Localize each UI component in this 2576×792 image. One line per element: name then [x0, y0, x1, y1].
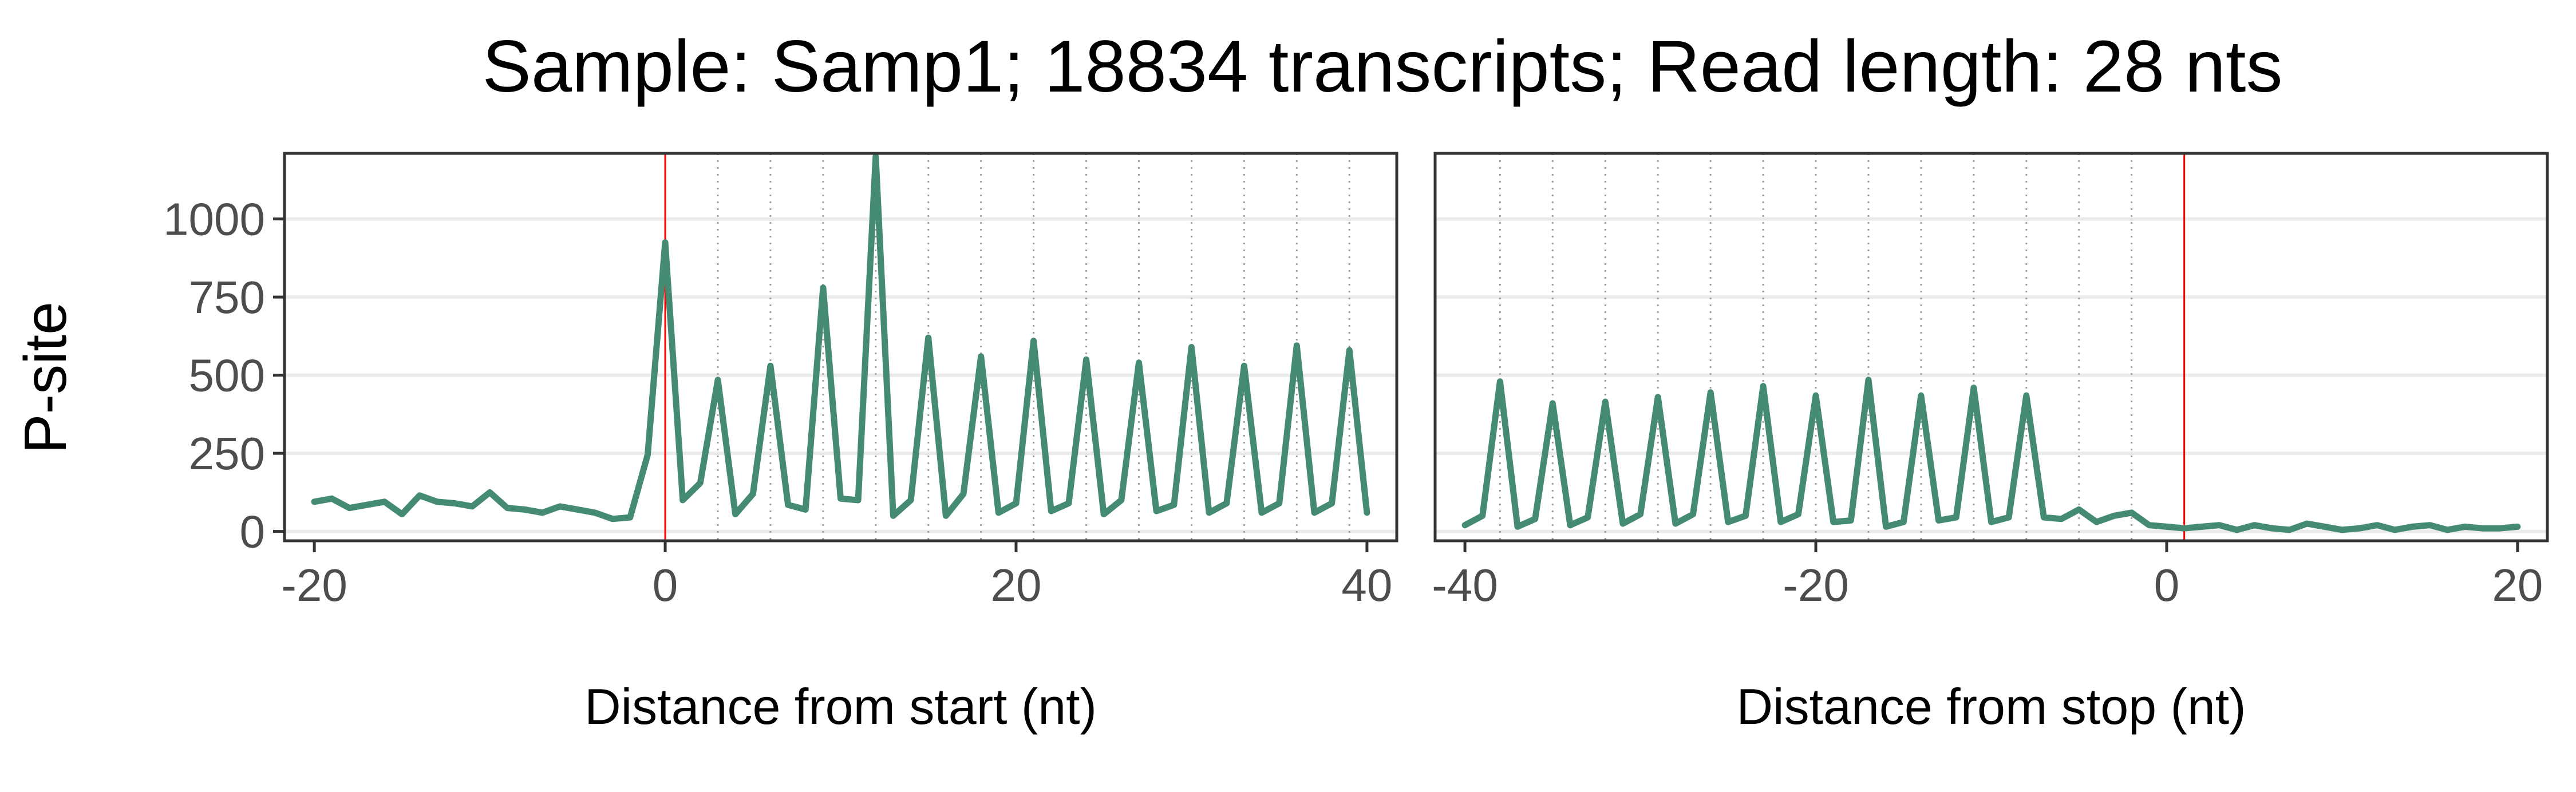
panel-stop: -40 -20 0 20 Distance from stop (nt) [1432, 152, 2549, 735]
panel-start: 0 250 500 750 1000 -20 0 20 40 Distance from star… [163, 152, 1398, 735]
x-tick-label: -20 [281, 560, 347, 611]
y-tick-label: 750 [189, 272, 265, 323]
x-tick-label: 20 [2492, 560, 2543, 611]
x-tick-label: 40 [1341, 560, 1392, 611]
x-tick-label: 0 [2154, 560, 2180, 611]
panel-frame [283, 152, 1398, 542]
series-line [311, 153, 1370, 522]
x-tick-label: -20 [1783, 560, 1849, 611]
chart-title: Sample: Samp1; 18834 transcripts; Read l… [483, 26, 2283, 108]
x-axis-label: Distance from stop (nt) [1736, 678, 2246, 735]
panel-frame [1433, 152, 2549, 542]
y-tick-label: 1000 [163, 194, 265, 245]
x-tick-label: 20 [990, 560, 1041, 611]
x-tick-label: 0 [653, 560, 678, 611]
y-tick-label: 250 [189, 428, 265, 479]
y-axis-label: P-site [13, 302, 79, 454]
series-line [1461, 377, 2521, 533]
y-tick-label: 500 [189, 350, 265, 401]
x-axis-label: Distance from start (nt) [584, 678, 1097, 735]
y-tick-label: 0 [240, 506, 266, 557]
x-tick-label: -40 [1432, 560, 1498, 611]
